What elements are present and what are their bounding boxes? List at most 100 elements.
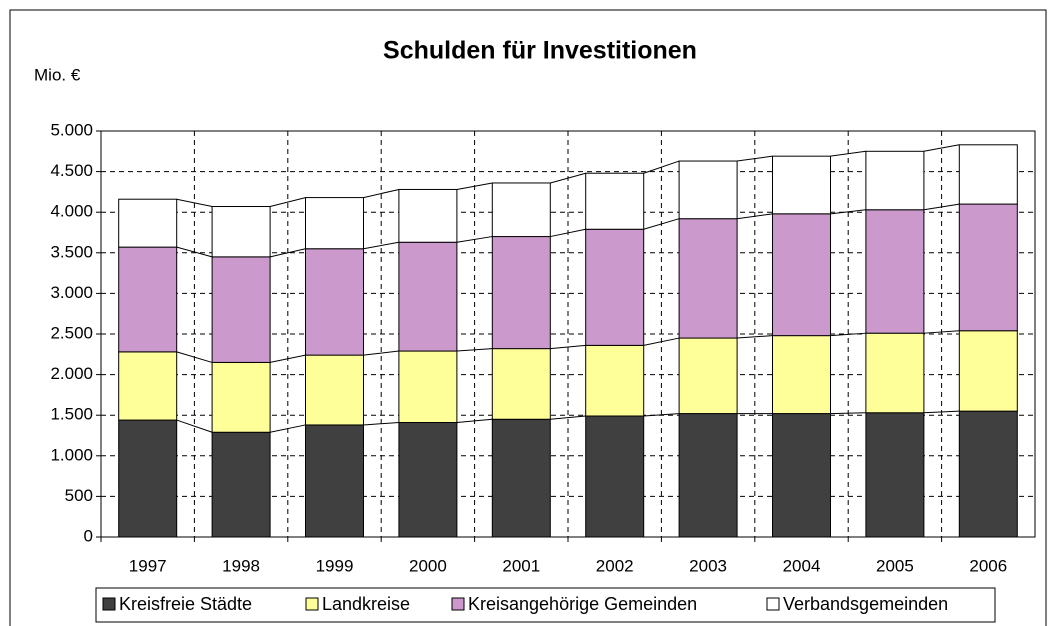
bar-segment — [398, 350, 458, 424]
series-connector — [176, 198, 213, 208]
y-tick-label: 0 — [84, 526, 93, 545]
series-connector — [269, 424, 306, 433]
bar-segment — [118, 198, 178, 248]
x-tick-label: 1997 — [129, 556, 167, 575]
y-tick-label: 500 — [65, 486, 93, 505]
bar-segment — [211, 431, 271, 538]
chart-title: Schulden für Investitionen — [383, 37, 697, 65]
series-connector — [737, 213, 773, 220]
bar-segment — [772, 413, 831, 538]
bar-segment — [678, 160, 738, 220]
bar-segment — [678, 218, 738, 339]
series-connector — [456, 236, 493, 243]
bar-segment — [772, 213, 831, 337]
legend-label: Kreisfreie Städte — [119, 594, 252, 614]
series-connector — [269, 248, 306, 258]
series-connector — [643, 337, 680, 346]
bar-segment — [118, 351, 178, 421]
series-connector — [923, 330, 960, 334]
y-tick-label: 2.000 — [50, 364, 93, 383]
y-tick-label: 4.500 — [50, 161, 93, 180]
series-connector — [830, 150, 866, 157]
bar-segment — [491, 348, 551, 420]
y-tick-label: 1.500 — [50, 405, 93, 424]
y-tick-label: 3.500 — [50, 242, 93, 261]
x-tick-label: 2002 — [596, 556, 634, 575]
x-tick-label: 2005 — [876, 556, 914, 575]
series-connector — [923, 410, 960, 414]
bar-segment — [398, 241, 458, 352]
bar-segment — [958, 330, 1018, 412]
x-tick-label: 2000 — [409, 556, 447, 575]
bar-segment — [491, 418, 551, 538]
legend-label: Landkreise — [322, 594, 410, 614]
bar-segment — [772, 155, 831, 215]
series-connector — [363, 188, 400, 199]
series-connector — [456, 418, 493, 424]
series-connector — [176, 351, 213, 363]
x-tick-label: 2006 — [969, 556, 1007, 575]
series-connector — [830, 332, 866, 337]
bar-segment — [585, 415, 645, 538]
series-connector — [643, 160, 680, 174]
y-tick-label: 2.500 — [50, 323, 93, 342]
series-connector — [176, 246, 213, 258]
series-connector — [456, 348, 493, 352]
y-tick-label: 4.000 — [50, 202, 93, 221]
bar-segment — [398, 188, 458, 243]
y-axis-label: Mio. € — [34, 65, 81, 84]
bar-segment — [118, 246, 178, 353]
x-tick-label: 1999 — [316, 556, 354, 575]
x-tick-label: 2004 — [783, 556, 821, 575]
legend-label: Verbandsgemeinden — [783, 594, 948, 614]
legend-label: Kreisangehörige Gemeinden — [468, 594, 697, 614]
bar-segment — [958, 410, 1018, 538]
series-connector — [643, 413, 680, 417]
bar-segment — [491, 236, 551, 350]
series-connector — [643, 218, 680, 230]
legend-swatch — [102, 597, 116, 611]
x-tick-label: 1998 — [222, 556, 260, 575]
series-connector — [550, 344, 586, 350]
series-connector — [363, 350, 399, 356]
bar-segment — [865, 332, 925, 414]
bar-segment — [772, 335, 831, 415]
bar-segment — [678, 337, 738, 415]
bar-segment — [305, 424, 364, 538]
series-connector — [830, 209, 866, 215]
series-connector — [269, 354, 306, 363]
bar-segment — [305, 248, 364, 356]
series-connector — [269, 197, 306, 208]
bar-segment — [958, 203, 1018, 332]
y-tick-label: 3.000 — [50, 283, 93, 302]
legend-swatch — [305, 597, 319, 611]
series-connector — [456, 182, 493, 190]
series-connector — [923, 144, 960, 152]
bar-segment — [491, 182, 551, 238]
bar-segment — [865, 150, 925, 211]
bar-segment — [398, 422, 458, 538]
bar-segment — [211, 206, 271, 258]
x-tick-label: 2003 — [689, 556, 727, 575]
series-connector — [550, 415, 586, 420]
legend-swatch — [451, 597, 465, 611]
series-connector — [737, 155, 773, 162]
bar-segment — [585, 172, 645, 230]
series-connector — [737, 335, 773, 339]
legend-swatch — [766, 597, 780, 611]
series-connector — [363, 422, 399, 426]
series-connector — [550, 228, 586, 238]
series-connector — [176, 419, 213, 433]
bar-segment — [118, 419, 178, 538]
series-connector — [830, 412, 866, 415]
y-tick-label: 1.000 — [50, 445, 93, 464]
bar-segment — [958, 144, 1018, 205]
bar-segment — [305, 197, 364, 250]
x-tick-label: 2001 — [502, 556, 540, 575]
bar-segment — [865, 412, 925, 538]
legend-box — [95, 587, 996, 623]
bar-segment — [585, 228, 645, 346]
bar-segment — [211, 256, 271, 363]
series-connector — [923, 203, 960, 211]
